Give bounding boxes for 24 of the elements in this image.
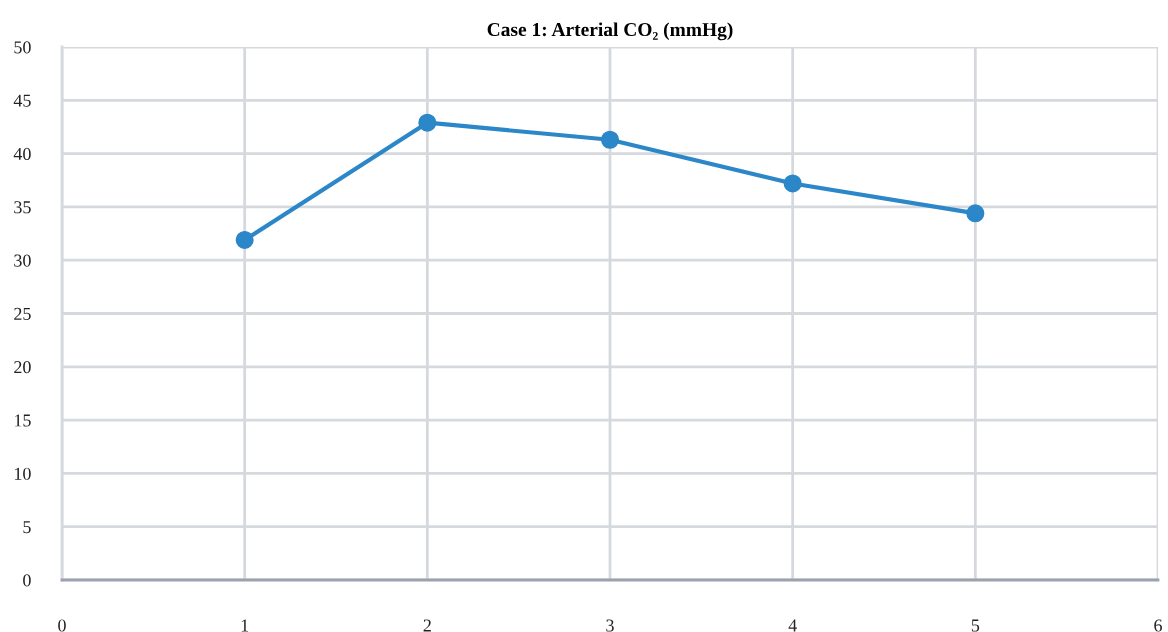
x-tick-label: 0 [58, 619, 66, 632]
point [783, 174, 802, 193]
chart-title: Case 1: Arterial CO₂ (mmHg) [487, 22, 733, 41]
x-tick-label: 3 [606, 619, 614, 632]
y-tick-label: 15 [14, 414, 31, 427]
y-tick-label: 5 [23, 521, 31, 534]
y-tick-label: 0 [23, 574, 31, 587]
point [235, 230, 254, 249]
x-tick-label: 4 [788, 619, 797, 632]
y-tick-label: 10 [14, 467, 31, 480]
y-tick-label: 30 [14, 254, 31, 267]
x-tick-label: 5 [971, 619, 980, 632]
y-tick-label: 50 [14, 41, 31, 54]
point [600, 130, 620, 149]
x-tick-label: 6 [1154, 619, 1162, 632]
y-tick-label: 45 [13, 94, 31, 107]
x-tick-label: 2 [423, 619, 431, 632]
x-tick-label: 1 [241, 619, 249, 632]
y-tick-label: 40 [13, 147, 31, 161]
y-tick-label: 20 [14, 361, 31, 374]
point [966, 204, 985, 223]
y-tick-label: 25 [14, 307, 31, 320]
y-tick-label: 35 [14, 201, 31, 214]
point [418, 113, 437, 132]
